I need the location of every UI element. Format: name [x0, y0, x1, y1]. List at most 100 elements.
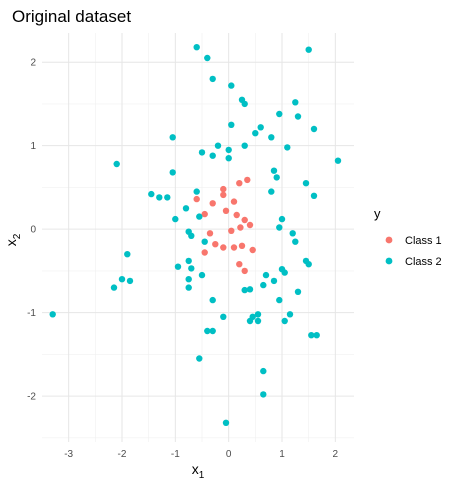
point-class-2 [124, 251, 131, 258]
point-class-2 [193, 188, 200, 195]
point-class-2 [214, 142, 222, 149]
point-class-2 [172, 215, 179, 223]
point-class-2 [281, 269, 288, 276]
point-class-2 [305, 46, 312, 53]
point-class-2 [169, 169, 176, 176]
x-axis-title: x1 [192, 461, 205, 481]
point-class-2 [292, 238, 299, 245]
point-class-2 [222, 419, 230, 426]
point-class-2 [198, 271, 206, 279]
point-class-2 [185, 257, 192, 265]
point-class-2 [209, 296, 216, 304]
legend-title: y [374, 206, 381, 221]
legend: y Class 1 Class 2 [374, 206, 442, 268]
point-class-2 [220, 313, 227, 320]
point-class-2 [228, 82, 235, 89]
y-tick-label: -2 [27, 392, 36, 403]
point-class-2 [113, 160, 120, 168]
point-class-2 [289, 230, 296, 237]
point-class-1 [241, 267, 248, 275]
point-class-2 [225, 146, 232, 154]
point-class-2 [225, 155, 232, 162]
x-axis-title-base: x [192, 461, 199, 477]
point-class-1 [206, 230, 214, 237]
x-tick-label: -1 [171, 449, 180, 460]
y-tick-label: -1 [27, 308, 36, 319]
point-class-2 [278, 215, 286, 223]
point-class-2 [273, 174, 280, 181]
y-tick-label: 1 [30, 141, 36, 152]
point-class-2 [196, 213, 203, 220]
point-class-2 [209, 327, 216, 335]
point-class-1 [222, 207, 230, 214]
point-class-2 [252, 130, 259, 137]
point-class-2 [334, 157, 342, 164]
point-class-2 [313, 332, 320, 339]
point-class-2 [126, 277, 134, 285]
point-class-2 [182, 205, 190, 212]
x-tick-labels: -3 -2 -1 0 1 2 [64, 449, 338, 460]
point-class-1 [193, 195, 200, 203]
point-class-2 [260, 367, 267, 375]
point-class-2 [209, 152, 216, 159]
point-class-2 [241, 100, 248, 108]
point-class-2 [241, 286, 248, 294]
chart-title: Original dataset [12, 7, 131, 26]
point-class-1 [212, 241, 219, 248]
legend-key-class-2 [385, 257, 393, 265]
point-class-2 [270, 167, 278, 174]
grid [42, 33, 354, 442]
point-class-2 [185, 284, 192, 291]
point-class-2 [302, 180, 310, 187]
point-class-2 [254, 311, 262, 318]
point-class-2 [118, 276, 126, 283]
point-class-2 [270, 277, 278, 285]
point-class-2 [174, 263, 182, 270]
point-class-2 [268, 188, 275, 195]
point-class-2 [204, 54, 211, 62]
data-points [49, 44, 342, 426]
point-class-2 [294, 113, 302, 120]
point-class-2 [292, 99, 299, 106]
point-class-2 [260, 391, 267, 398]
y-axis-title-base: x [3, 239, 19, 246]
point-class-2 [185, 276, 192, 283]
point-class-2 [193, 44, 200, 51]
point-class-1 [220, 191, 227, 199]
point-class-2 [209, 75, 216, 83]
point-class-1 [236, 180, 243, 187]
point-class-1 [228, 227, 235, 234]
point-class-2 [276, 224, 283, 231]
legend-label-class-1: Class 1 [405, 235, 442, 247]
point-class-1 [249, 246, 256, 254]
point-class-2 [246, 286, 254, 293]
point-class-2 [169, 134, 176, 141]
legend-label-class-2: Class 2 [405, 256, 442, 268]
point-class-1 [230, 198, 238, 205]
point-class-2 [310, 125, 318, 133]
point-class-1 [220, 244, 227, 251]
point-class-2 [276, 110, 283, 118]
point-class-1 [244, 176, 251, 184]
point-class-2 [188, 265, 195, 272]
point-class-2 [201, 238, 208, 245]
point-class-2 [310, 192, 318, 199]
point-class-2 [305, 261, 312, 268]
x-tick-label: -2 [118, 449, 127, 460]
point-class-2 [268, 134, 275, 141]
y-axis-title: x2 [3, 233, 23, 246]
point-class-2 [49, 311, 56, 318]
point-class-2 [148, 190, 155, 198]
x-axis-title-sub: 1 [199, 470, 205, 481]
point-class-1 [236, 261, 243, 268]
point-class-2 [164, 194, 171, 201]
x-tick-label: 2 [333, 449, 339, 460]
point-class-2 [204, 327, 211, 335]
point-class-2 [246, 317, 254, 325]
point-class-1 [230, 244, 238, 251]
point-class-2 [286, 311, 294, 318]
x-tick-label: 0 [226, 449, 232, 460]
point-class-2 [198, 149, 206, 156]
y-tick-labels: -2 -1 0 1 2 [27, 58, 36, 403]
